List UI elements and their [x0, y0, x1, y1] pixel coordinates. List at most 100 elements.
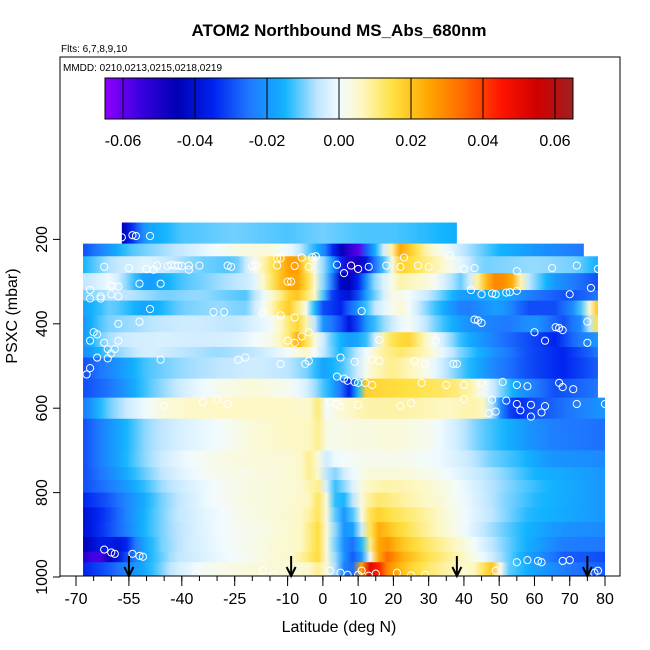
sample-point [396, 401, 405, 411]
sample-point [421, 570, 430, 576]
sample-point [198, 397, 208, 406]
sample-point [86, 364, 95, 373]
colorbar-tick-label: -0.04 [177, 133, 214, 150]
sample-point [114, 292, 123, 301]
heatmap-row [83, 418, 605, 451]
sample-point [276, 254, 285, 263]
sample-point [449, 359, 458, 368]
x-tick-label: 80 [596, 591, 614, 608]
sample-point [442, 380, 451, 390]
sample-point [339, 269, 349, 278]
heatmap-row [83, 536, 605, 553]
sample-point [276, 311, 285, 320]
sample-point [488, 395, 497, 404]
sample-point [396, 262, 405, 271]
chart-title: ATOM2 Northbound MS_Abs_680nm [191, 21, 486, 40]
sample-point [371, 569, 380, 576]
heatmap-row [83, 300, 598, 316]
flights-label: Flts: 6,7,8,9,10 [61, 44, 128, 55]
colorbar: -0.06 -0.04 -0.02 0.00 0.02 0.04 0.06 [104, 77, 574, 150]
sample-point [184, 265, 193, 274]
sample-point [103, 354, 112, 363]
heatmap-row [83, 290, 598, 302]
sample-point [297, 253, 306, 262]
sample-point [368, 380, 377, 390]
sample-point [86, 294, 95, 303]
sample-point [526, 400, 536, 409]
heatmap-row [83, 378, 598, 399]
colorbar-tick-label: 0.04 [467, 133, 498, 150]
sample-points-layer [82, 231, 610, 576]
heatmap-row [83, 332, 598, 348]
y-axis-label: PSXC (mbar) [4, 268, 21, 363]
sample-point [540, 401, 550, 411]
sample-point [241, 353, 250, 362]
sample-point [364, 262, 373, 271]
down-arrow [451, 556, 463, 579]
sample-point [470, 263, 479, 273]
x-tick-label: -70 [64, 591, 87, 608]
sample-point [558, 326, 567, 335]
sample-point [417, 378, 426, 387]
sample-point [424, 262, 433, 271]
sample-point [283, 277, 292, 286]
sample-point [251, 261, 260, 271]
sample-point [304, 328, 313, 337]
x-tick-label: 50 [490, 591, 508, 608]
sample-point [537, 558, 546, 567]
sample-point [572, 399, 581, 409]
sample-point [523, 556, 532, 565]
sample-point [523, 382, 532, 391]
y-tick-label: 200 [34, 226, 51, 253]
sample-point [209, 307, 218, 317]
heatmap-row [83, 467, 605, 481]
sample-point [586, 283, 595, 293]
heatmap-row [83, 243, 584, 257]
sample-point [290, 338, 299, 347]
sample-point [114, 282, 123, 291]
sample-point [565, 290, 574, 299]
sample-point [382, 261, 391, 270]
sample-point [512, 380, 521, 390]
sample-point [502, 288, 511, 297]
sample-point [96, 294, 105, 303]
sample-point [304, 262, 313, 271]
heatmap-row [121, 222, 457, 245]
sample-point [540, 336, 550, 345]
sample-point [354, 264, 363, 274]
sample-point [114, 319, 123, 328]
sample-point [512, 266, 521, 276]
x-tick-label: 40 [455, 591, 473, 608]
y-tick-label: 1000 [34, 559, 51, 595]
sample-point [498, 377, 507, 387]
sample-point [491, 290, 500, 299]
y-axis: 200 400 600 800 1000 [34, 226, 61, 595]
sample-point [491, 407, 500, 416]
sample-point [128, 231, 137, 240]
x-tick-label: 60 [526, 591, 544, 608]
sample-point [512, 558, 521, 567]
heatmap-row [83, 273, 598, 291]
heatmap-row [83, 551, 605, 563]
sample-point [269, 570, 278, 576]
heatmap-layer [83, 222, 605, 576]
sample-point [343, 570, 352, 576]
sample-point [558, 383, 567, 392]
sample-point [100, 262, 109, 271]
sample-point [308, 253, 317, 262]
colorbar-tick-label: -0.06 [105, 133, 142, 150]
sample-point [145, 231, 155, 241]
sample-point [406, 571, 416, 576]
sample-point [593, 264, 603, 274]
sample-point [375, 335, 384, 344]
sample-point [526, 412, 536, 421]
sample-point [421, 360, 430, 369]
x-tick-label: 30 [420, 591, 438, 608]
sample-point [86, 285, 95, 295]
sample-point [593, 566, 603, 575]
sample-point [135, 279, 144, 288]
sample-point [114, 336, 123, 345]
sample-point [470, 315, 479, 324]
